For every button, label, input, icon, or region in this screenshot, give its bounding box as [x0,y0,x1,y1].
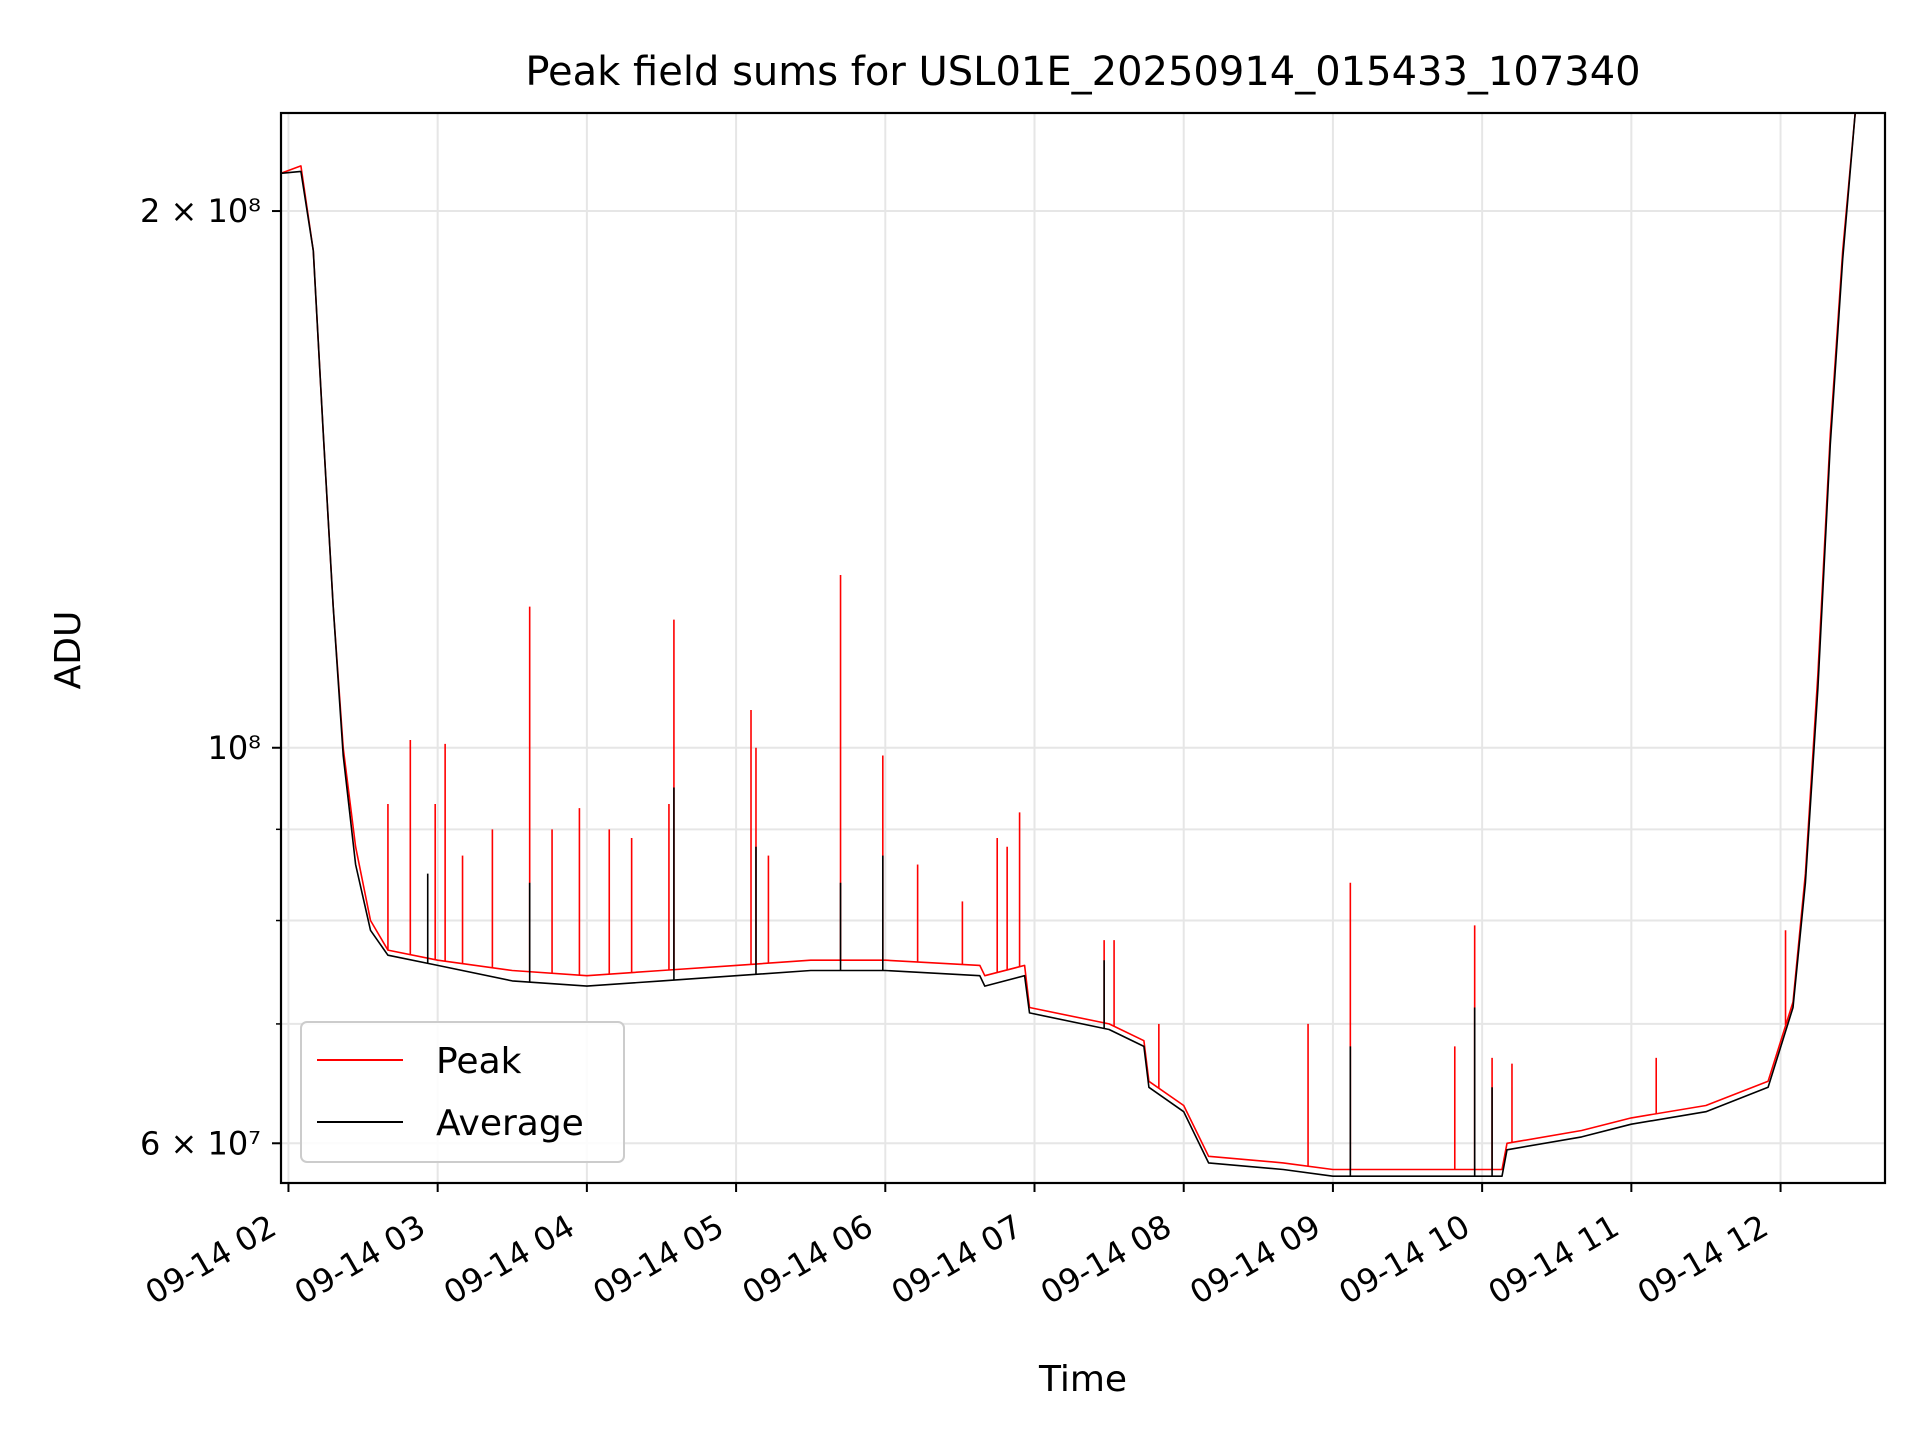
chart-title: Peak field sums for USL01E_20250914_0154… [525,49,1640,95]
x-axis-label: Time [1038,1359,1127,1400]
legend: Peak Average [300,1021,625,1163]
legend-average-label: Average [436,1103,584,1144]
legend-peak-label: Peak [436,1041,522,1082]
y-ticks: 2 × 10⁸ 10⁸ 6 × 10⁷ [140,192,281,1162]
plot-frame [279,111,1887,1185]
grid [281,113,1885,1183]
average-series-line [280,112,1856,1177]
y-tick-label: 10⁸ [207,729,261,767]
legend-box [300,1021,625,1163]
series-layer [280,112,1856,1177]
y-axis-label: ADU [48,611,89,690]
y-tick-label: 2 × 10⁸ [140,192,261,230]
peak-series-line [280,112,1856,1171]
y-tick-label: 6 × 10⁷ [140,1124,261,1162]
